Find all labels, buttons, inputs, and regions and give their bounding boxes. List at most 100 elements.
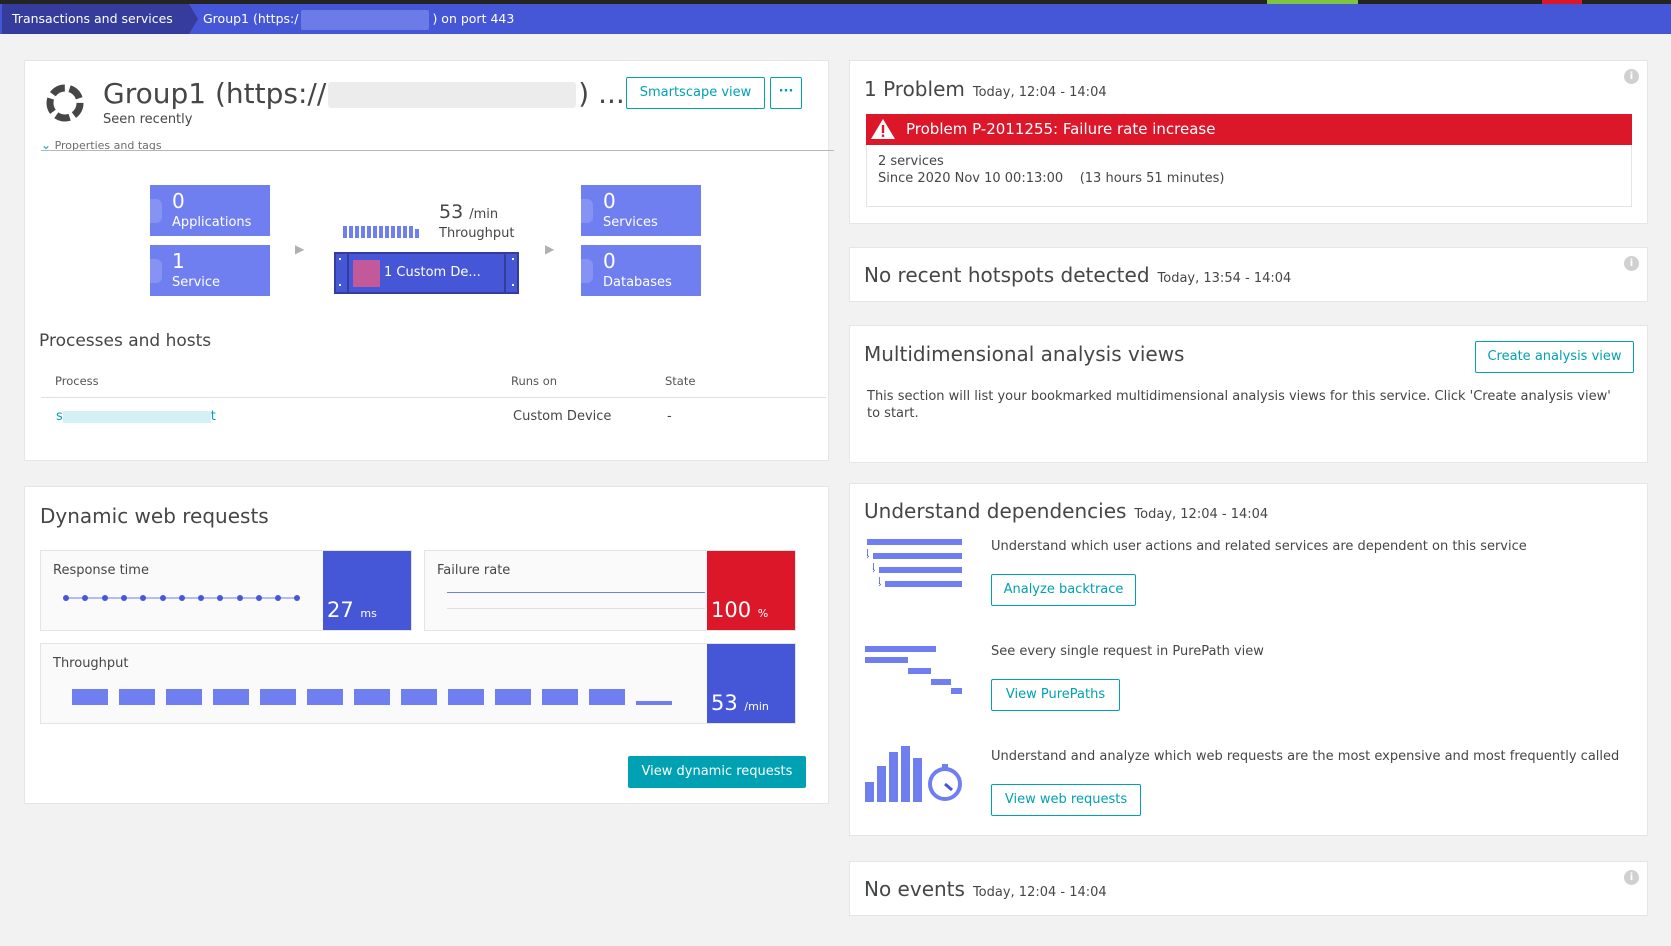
response-time-value: 27 ms	[327, 598, 377, 622]
page-title: Group1 (https://) ...	[103, 77, 625, 110]
services-count: 0	[603, 189, 616, 213]
breadcrumb-transactions-and-services[interactable]: Transactions and services	[2, 4, 198, 34]
services-tile[interactable]: 0 Services	[581, 185, 701, 236]
svg-text:›: ›	[866, 552, 870, 562]
tile-separator	[504, 252, 506, 294]
throughput-metric-label: Throughput	[53, 656, 129, 671]
top-status-strip	[0, 0, 1671, 4]
throughput-metric[interactable]: Throughput 53 /min	[40, 643, 796, 724]
redacted-process-name	[62, 410, 211, 423]
backtrace-icon: ›››	[866, 539, 962, 590]
dependencies-card: Understand dependencies Today, 12:04 - 14…	[849, 483, 1648, 836]
more-actions-button[interactable]: ···	[770, 77, 802, 109]
response-time-sparkline	[63, 595, 300, 601]
column-runs-on: Runs on	[511, 374, 558, 388]
hotspots-heading: No recent hotspots detected Today, 13:54 …	[864, 263, 1291, 287]
applications-tile[interactable]: 0 Applications	[150, 185, 270, 236]
purepath-icon	[865, 646, 962, 694]
events-heading: No events Today, 12:04 - 14:04	[864, 877, 1107, 901]
handle-dot	[512, 284, 514, 286]
problem-since-date: Since 2020 Nov 10 00:13:00	[878, 171, 1064, 186]
info-icon[interactable]: i	[1624, 870, 1639, 885]
warning-icon	[871, 119, 895, 139]
response-time-value-box: 27 ms	[323, 551, 411, 630]
databases-tile[interactable]: 0 Databases	[581, 245, 701, 296]
chevron-down-icon: ⌄	[41, 138, 52, 152]
table-divider	[41, 397, 826, 398]
databases-count: 0	[603, 249, 616, 273]
events-title: No events	[864, 877, 965, 901]
failure-rate-metric[interactable]: Failure rate 100 %	[424, 550, 796, 631]
service-label: Service	[172, 275, 221, 290]
throughput-value-box: 53 /min	[707, 644, 795, 723]
breadcrumb-current-prefix: Group1 (https:/	[203, 11, 299, 26]
breadcrumb-root-label: Transactions and services	[12, 11, 173, 26]
service-tile[interactable]: 1 Service	[150, 245, 270, 296]
properties-and-tags-toggle[interactable]: ⌄ Properties and tags	[41, 138, 162, 152]
handle-dot	[339, 284, 341, 286]
info-icon[interactable]: i	[1624, 69, 1639, 84]
service-ring-icon	[46, 84, 84, 122]
analysis-description: This section will list your bookmarked m…	[867, 389, 1611, 421]
view-purepaths-button[interactable]: View PurePaths	[991, 679, 1120, 711]
throughput-sparkline	[343, 226, 419, 238]
flow-arrow-left-icon: ▶	[295, 242, 305, 256]
hotspots-card: No recent hotspots detected Today, 13:54 …	[849, 247, 1648, 302]
problems-time: Today, 12:04 - 14:04	[972, 85, 1107, 100]
header-divider	[41, 150, 834, 151]
services-tile-ghost	[581, 199, 593, 223]
custom-device-label: 1 Custom De...	[384, 265, 481, 280]
problems-card: 1 Problem Today, 12:04 - 14:04 i Problem …	[849, 60, 1648, 224]
analyze-backtrace-button[interactable]: Analyze backtrace	[991, 574, 1136, 606]
analysis-title: Multidimensional analysis views	[864, 342, 1185, 366]
failure-rate-line	[447, 592, 705, 593]
problem-banner[interactable]: Problem P-2011255: Failure rate increase	[866, 114, 1632, 145]
breadcrumb-current: Group1 (https:/) on port 443	[203, 4, 514, 34]
handle-dot	[512, 258, 514, 260]
throughput-metric-value: 53 /min	[711, 691, 769, 715]
applications-count: 0	[172, 189, 185, 213]
hotspots-title: No recent hotspots detected	[864, 263, 1150, 287]
response-time-metric[interactable]: Response time 27 ms	[40, 550, 412, 631]
throughput-label: Throughput	[439, 226, 515, 241]
view-web-requests-button[interactable]: View web requests	[991, 784, 1141, 816]
databases-label: Databases	[603, 275, 672, 290]
problem-banner-text: Problem P-2011255: Failure rate increase	[906, 120, 1216, 138]
analysis-views-card: Multidimensional analysis views Create a…	[849, 325, 1648, 463]
handle-dot	[339, 258, 341, 260]
response-time-unit: ms	[360, 607, 377, 620]
process-name-start: s	[56, 409, 63, 424]
throughput-value: 53 /min	[439, 201, 498, 223]
dynamic-web-requests-card: Dynamic web requests Response time 27 ms…	[24, 486, 829, 804]
info-icon[interactable]: i	[1624, 256, 1639, 271]
column-process: Process	[55, 374, 99, 388]
databases-tile-ghost	[581, 259, 593, 283]
custom-device-tile[interactable]: 1 Custom De...	[334, 252, 519, 294]
process-state: -	[667, 409, 672, 424]
failure-rate-number: 100	[711, 598, 752, 622]
failure-rate-value: 100 %	[711, 598, 768, 622]
problem-since: Since 2020 Nov 10 00:13:00 (13 hours 51 …	[878, 171, 1225, 186]
applications-label: Applications	[172, 215, 252, 230]
backtrace-description: Understand which user actions and relate…	[991, 539, 1527, 554]
failure-rate-value-box: 100 %	[707, 551, 795, 630]
view-dynamic-requests-button[interactable]: View dynamic requests	[628, 756, 806, 788]
tile-separator	[347, 252, 349, 294]
failure-rate-unit: %	[757, 607, 769, 620]
service-count: 1	[172, 249, 185, 273]
problems-heading: 1 Problem Today, 12:04 - 14:04	[864, 77, 1107, 101]
breadcrumb: Transactions and services Group1 (https:…	[0, 4, 1671, 34]
create-analysis-view-button[interactable]: Create analysis view	[1475, 341, 1634, 373]
web-requests-icon	[865, 746, 962, 802]
title-suffix: ) ...	[578, 77, 625, 110]
custom-device-icon	[353, 260, 380, 287]
purepath-description: See every single request in PurePath vie…	[991, 644, 1264, 659]
smartscape-view-button[interactable]: Smartscape view	[626, 77, 765, 109]
redacted-host	[301, 9, 430, 30]
problem-details: 2 services Since 2020 Nov 10 00:13:00 (1…	[866, 145, 1632, 207]
failure-rate-baseline	[447, 608, 705, 609]
process-runs-on: Custom Device	[513, 409, 612, 424]
svg-text:›: ›	[872, 566, 876, 576]
dependencies-title: Understand dependencies	[864, 499, 1127, 523]
